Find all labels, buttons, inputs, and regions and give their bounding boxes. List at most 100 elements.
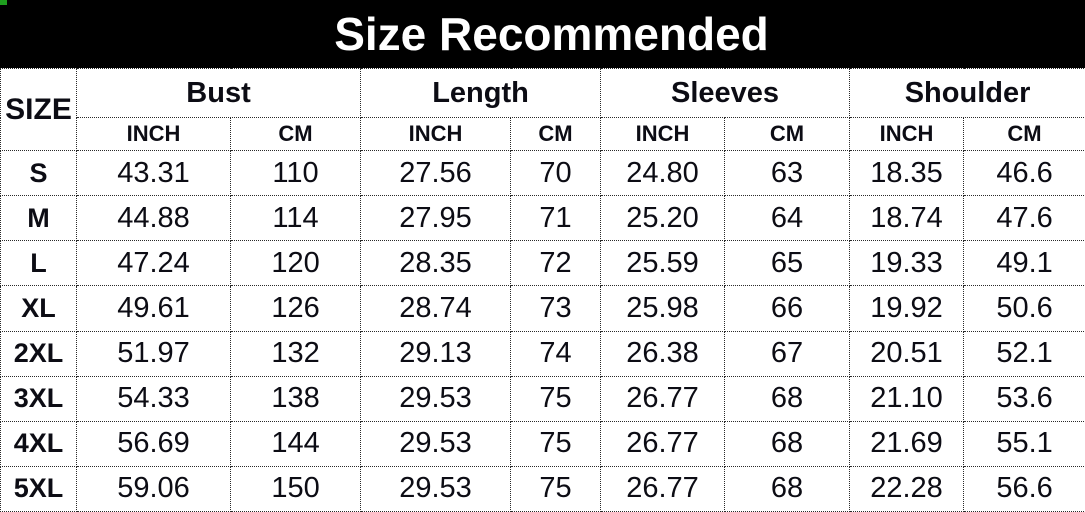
cell-bust-cm: 132 — [229, 330, 362, 377]
cell-sleeves-cm: 66 — [724, 285, 851, 332]
cell-shoulder-cm: 49.1 — [963, 240, 1085, 287]
cell-sleeves-inch: 24.80 — [600, 150, 726, 197]
unit-header-sleeves-cm: CM — [724, 117, 851, 152]
cell-length-cm: 72 — [510, 240, 602, 287]
cell-bust-inch: 59.06 — [76, 465, 231, 512]
column-group-bust: Bust — [75, 67, 362, 119]
cell-bust-cm: 144 — [229, 420, 362, 467]
size-label: L — [0, 240, 77, 287]
cell-bust-cm: 138 — [229, 375, 362, 422]
cell-length-inch: 29.53 — [360, 375, 512, 422]
cell-shoulder-cm: 52.1 — [963, 330, 1085, 377]
cell-bust-cm: 120 — [229, 240, 362, 287]
cell-bust-inch: 49.61 — [76, 285, 231, 332]
cell-length-inch: 29.13 — [360, 330, 512, 377]
table-header-group-row: SIZE Bust Length Sleeves Shoulder — [0, 67, 1085, 152]
cell-shoulder-inch: 18.74 — [849, 195, 965, 242]
cell-shoulder-inch: 21.10 — [849, 375, 965, 422]
cell-bust-cm: 114 — [229, 195, 362, 242]
cell-length-cm: 73 — [510, 285, 602, 332]
cell-sleeves-inch: 25.59 — [600, 240, 726, 287]
cell-bust-inch: 47.24 — [76, 240, 231, 287]
column-group-shoulder: Shoulder — [849, 67, 1085, 119]
cell-shoulder-inch: 19.33 — [849, 240, 965, 287]
cell-sleeves-inch: 26.38 — [600, 330, 726, 377]
cell-bust-cm: 110 — [229, 150, 362, 197]
cell-shoulder-cm: 50.6 — [963, 285, 1085, 332]
cell-length-cm: 74 — [510, 330, 602, 377]
table-row-5xl: 5XL 59.06 150 29.53 75 26.77 68 22.28 56… — [0, 465, 1085, 512]
cell-sleeves-inch: 26.77 — [600, 465, 726, 512]
size-label: M — [0, 195, 77, 242]
cell-sleeves-cm: 68 — [724, 420, 851, 467]
cell-length-inch: 29.53 — [360, 420, 512, 467]
unit-header-length-inch: INCH — [360, 117, 512, 152]
size-label: 5XL — [0, 465, 77, 512]
cell-bust-inch: 54.33 — [76, 375, 231, 422]
size-label: 3XL — [0, 375, 77, 422]
cell-sleeves-cm: 64 — [724, 195, 851, 242]
cell-shoulder-cm: 55.1 — [963, 420, 1085, 467]
size-label: 4XL — [0, 420, 77, 467]
size-label: XL — [0, 285, 77, 332]
cell-shoulder-inch: 22.28 — [849, 465, 965, 512]
table-row-s: S 43.31 110 27.56 70 24.80 63 18.35 46.6 — [0, 150, 1085, 197]
table-row-m: M 44.88 114 27.95 71 25.20 64 18.74 47.6 — [0, 195, 1085, 242]
unit-header-shoulder-cm: CM — [963, 117, 1085, 152]
cell-shoulder-inch: 19.92 — [849, 285, 965, 332]
unit-header-shoulder-inch: INCH — [849, 117, 965, 152]
cell-length-cm: 75 — [510, 465, 602, 512]
cell-sleeves-cm: 67 — [724, 330, 851, 377]
column-group-sleeves: Sleeves — [600, 67, 851, 119]
cell-length-cm: 75 — [510, 375, 602, 422]
cell-sleeves-inch: 25.20 — [600, 195, 726, 242]
cell-sleeves-cm: 63 — [724, 150, 851, 197]
cell-length-inch: 28.74 — [360, 285, 512, 332]
table-row-4xl: 4XL 56.69 144 29.53 75 26.77 68 21.69 55… — [0, 420, 1085, 467]
cell-sleeves-inch: 26.77 — [600, 420, 726, 467]
cell-bust-inch: 43.31 — [76, 150, 231, 197]
table-row-l: L 47.24 120 28.35 72 25.59 65 19.33 49.1 — [0, 240, 1085, 287]
cell-length-cm: 75 — [510, 420, 602, 467]
green-pixel-artifact — [0, 0, 7, 5]
cell-length-inch: 29.53 — [360, 465, 512, 512]
cell-bust-inch: 51.97 — [76, 330, 231, 377]
cell-sleeves-inch: 26.77 — [600, 375, 726, 422]
page-title: Size Recommended — [334, 8, 769, 60]
cell-bust-cm: 150 — [229, 465, 362, 512]
cell-shoulder-cm: 56.6 — [963, 465, 1085, 512]
cell-bust-cm: 126 — [229, 285, 362, 332]
cell-sleeves-inch: 25.98 — [600, 285, 726, 332]
unit-header-bust-inch: INCH — [76, 117, 231, 152]
cell-bust-inch: 44.88 — [76, 195, 231, 242]
cell-bust-inch: 56.69 — [76, 420, 231, 467]
cell-sleeves-cm: 68 — [724, 465, 851, 512]
size-label: 2XL — [0, 330, 77, 377]
table-row-xl: XL 49.61 126 28.74 73 25.98 66 19.92 50.… — [0, 285, 1085, 332]
size-chart-table: SIZE Bust Length Sleeves Shoulder INCH C… — [0, 67, 1085, 512]
cell-shoulder-inch: 18.35 — [849, 150, 965, 197]
cell-sleeves-cm: 68 — [724, 375, 851, 422]
unit-header-length-cm: CM — [510, 117, 602, 152]
table-row-3xl: 3XL 54.33 138 29.53 75 26.77 68 21.10 53… — [0, 375, 1085, 422]
cell-shoulder-inch: 20.51 — [849, 330, 965, 377]
cell-shoulder-cm: 47.6 — [963, 195, 1085, 242]
table-header-unit-row: INCH CM INCH CM INCH CM INCH CM — [1, 117, 1085, 152]
unit-header-sleeves-inch: INCH — [600, 117, 726, 152]
cell-shoulder-cm: 46.6 — [963, 150, 1085, 197]
title-banner: Size Recommended — [0, 0, 1085, 68]
unit-header-bust-cm: CM — [229, 117, 362, 152]
size-label: S — [0, 150, 77, 197]
cell-length-inch: 28.35 — [360, 240, 512, 287]
cell-shoulder-inch: 21.69 — [849, 420, 965, 467]
cell-length-inch: 27.95 — [360, 195, 512, 242]
cell-length-inch: 27.56 — [360, 150, 512, 197]
column-header-size: SIZE — [0, 67, 77, 152]
cell-length-cm: 71 — [510, 195, 602, 242]
cell-shoulder-cm: 53.6 — [963, 375, 1085, 422]
table-row-2xl: 2XL 51.97 132 29.13 74 26.38 67 20.51 52… — [0, 330, 1085, 377]
cell-sleeves-cm: 65 — [724, 240, 851, 287]
cell-length-cm: 70 — [510, 150, 602, 197]
column-group-length: Length — [360, 67, 602, 119]
